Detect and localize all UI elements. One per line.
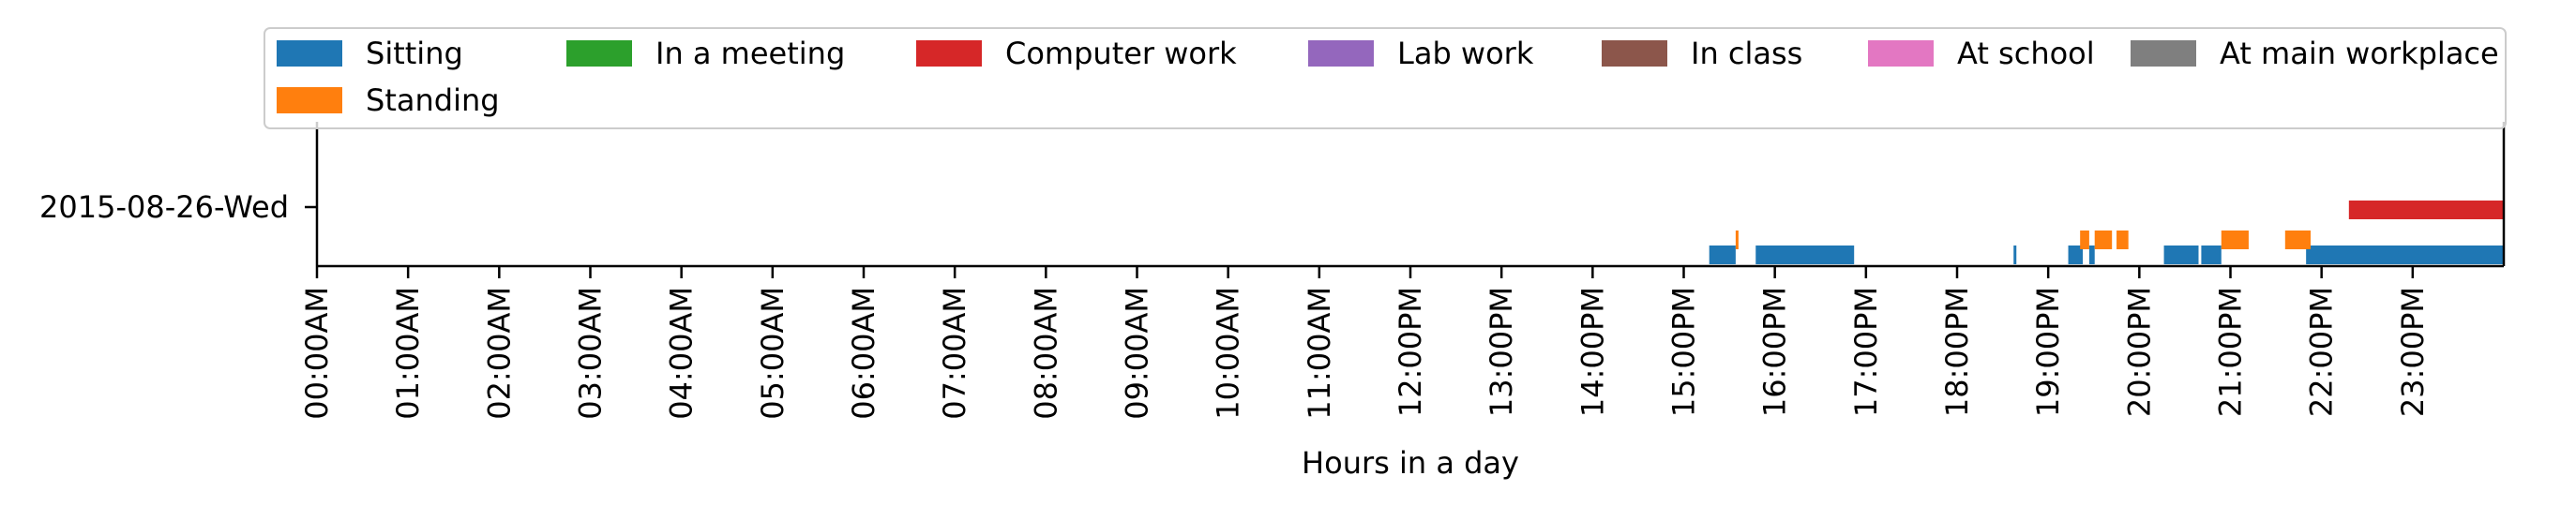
x-tick-label: 12:00PM bbox=[1393, 287, 1428, 417]
bar-sitting-0 bbox=[1709, 246, 1736, 264]
bar-standing-4 bbox=[2221, 231, 2249, 249]
bar-sitting-7 bbox=[2306, 246, 2504, 264]
legend-swatch bbox=[916, 40, 982, 67]
x-tick-label: 13:00PM bbox=[1484, 287, 1519, 417]
x-tick-label: 11:00AM bbox=[1302, 287, 1337, 420]
x-tick-label: 09:00AM bbox=[1120, 287, 1155, 420]
x-axis-label: Hours in a day bbox=[1302, 445, 1519, 481]
legend-label: In class bbox=[1691, 36, 1802, 71]
bar-standing-0 bbox=[1735, 231, 1739, 249]
legend-swatch bbox=[277, 87, 342, 113]
legend-swatch bbox=[566, 40, 632, 67]
legend-swatch bbox=[1602, 40, 1667, 67]
x-tick-label: 07:00AM bbox=[937, 287, 972, 420]
bar-standing-1 bbox=[2080, 231, 2089, 249]
x-tick-label: 02:00AM bbox=[481, 287, 517, 420]
x-tick-label: 01:00AM bbox=[390, 287, 426, 420]
x-tick-label: 15:00PM bbox=[1666, 287, 1702, 417]
x-tick-label: 14:00PM bbox=[1574, 287, 1610, 417]
x-tick-label: 08:00AM bbox=[1028, 287, 1063, 420]
legend-frame bbox=[264, 27, 2507, 129]
legend-swatch bbox=[277, 40, 342, 67]
legend-swatch bbox=[1868, 40, 1934, 67]
bar-sitting-2 bbox=[2013, 246, 2017, 264]
x-tick-label: 22:00PM bbox=[2304, 287, 2340, 417]
x-tick-label: 20:00PM bbox=[2121, 287, 2157, 417]
x-tick-label: 17:00PM bbox=[1848, 287, 1884, 417]
bar-sitting-5 bbox=[2163, 246, 2199, 264]
bar-sitting-3 bbox=[2068, 246, 2084, 264]
legend-label: At main workplace bbox=[2220, 36, 2499, 71]
x-tick-label: 21:00PM bbox=[2213, 287, 2249, 417]
x-tick-label: 23:00PM bbox=[2395, 287, 2431, 417]
x-tick-label: 06:00AM bbox=[846, 287, 881, 420]
legend-swatch bbox=[2131, 40, 2196, 67]
legend: Sitting In a meeting Computer work Lab work… bbox=[264, 27, 2507, 129]
y-category-label: 2015-08-26-Wed bbox=[39, 189, 289, 225]
x-tick-label: 05:00AM bbox=[755, 287, 791, 420]
x-tick-label: 16:00PM bbox=[1757, 287, 1793, 417]
x-ticks: 00:00AM 01:00AM 02:00AM 03:00AM 04:00AM 05:00… bbox=[299, 266, 2431, 420]
legend-label: At school bbox=[1957, 36, 2095, 71]
legend-label: In a meeting bbox=[655, 36, 845, 71]
bar-standing-2 bbox=[2094, 231, 2113, 249]
activity-bars bbox=[1709, 201, 2504, 264]
bar-standing-3 bbox=[2117, 231, 2129, 249]
x-tick-label: 04:00AM bbox=[664, 287, 700, 420]
bar-sitting-4 bbox=[2088, 246, 2095, 264]
x-tick-label: 19:00PM bbox=[2030, 287, 2066, 417]
x-tick-label: 00:00AM bbox=[299, 287, 335, 420]
bar-sitting-1 bbox=[1755, 246, 1855, 264]
bar-standing-5 bbox=[2284, 231, 2312, 249]
bar-sitting-6 bbox=[2201, 246, 2222, 264]
bar-computer-work-0 bbox=[2348, 201, 2504, 219]
x-tick-label: 03:00AM bbox=[573, 287, 609, 420]
x-tick-label: 10:00AM bbox=[1211, 287, 1246, 420]
legend-label: Standing bbox=[366, 82, 500, 118]
legend-label: Computer work bbox=[1005, 36, 1237, 71]
legend-swatch bbox=[1308, 40, 1374, 67]
legend-label: Sitting bbox=[366, 36, 463, 71]
legend-label: Lab work bbox=[1397, 36, 1534, 71]
x-tick-label: 18:00PM bbox=[1939, 287, 1975, 417]
